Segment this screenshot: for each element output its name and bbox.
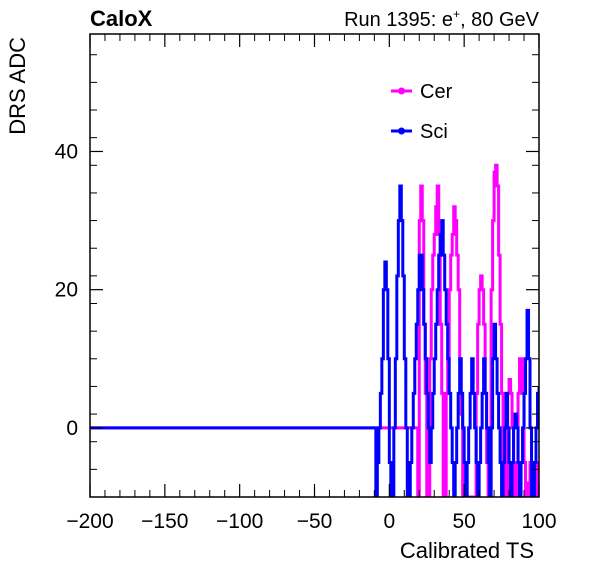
y-tick-label: 0 — [66, 417, 78, 440]
y-axis-label: DRS ADC — [5, 37, 30, 135]
x-tick-label: −200 — [66, 510, 113, 533]
chart-title-right: Run 1395: e+, 80 GeV — [344, 7, 540, 31]
chart-title-right-sup: + — [453, 7, 460, 21]
y-tick-label: 20 — [55, 279, 78, 302]
legend: Cer Sci — [391, 81, 453, 143]
chart-title-right-suffix: , 80 GeV — [460, 9, 540, 31]
chart-title-left: CaloX — [90, 6, 153, 31]
x-tick-label: −100 — [216, 510, 263, 533]
x-tick-label: −50 — [297, 510, 333, 533]
x-axis-label: Calibrated TS — [400, 538, 534, 563]
legend-label-cer: Cer — [420, 81, 453, 103]
series-line-cer — [90, 163, 539, 497]
chart-title-right-prefix: Run 1395: e — [344, 9, 453, 31]
series-layer — [90, 163, 539, 497]
x-tick-label: 50 — [452, 510, 475, 533]
legend-label-sci: Sci — [420, 121, 448, 143]
x-tick-label: 100 — [521, 510, 556, 533]
legend-marker-cer — [398, 87, 405, 95]
legend-marker-sci — [398, 127, 405, 135]
y-tick-label: 40 — [55, 140, 78, 163]
x-tick-label: 0 — [383, 510, 395, 533]
x-tick-label: −150 — [141, 510, 188, 533]
series-line-sci — [90, 184, 539, 497]
axis-layer: −200 −150 −100 −50 0 50 100 0 20 40 — [55, 34, 557, 533]
